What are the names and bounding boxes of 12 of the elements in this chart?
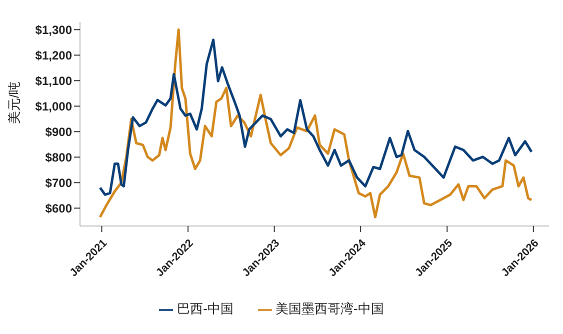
y-tick-label: $900 (45, 124, 72, 139)
legend-label: 美国墨西哥湾-中国 (276, 301, 384, 316)
y-tick-label: $600 (45, 201, 72, 216)
y-tick-label: $700 (45, 176, 72, 190)
y-tick-label: $1,100 (35, 74, 72, 88)
legend-label: 巴西-中国 (177, 301, 234, 316)
y-tick-label: $1,000 (35, 99, 72, 114)
line-series (98, 38, 533, 196)
line-series (98, 28, 533, 218)
y-tick-label: $1,200 (35, 48, 72, 62)
y-tick-label: $800 (45, 150, 72, 164)
y-tick-label: $1,300 (35, 22, 72, 37)
